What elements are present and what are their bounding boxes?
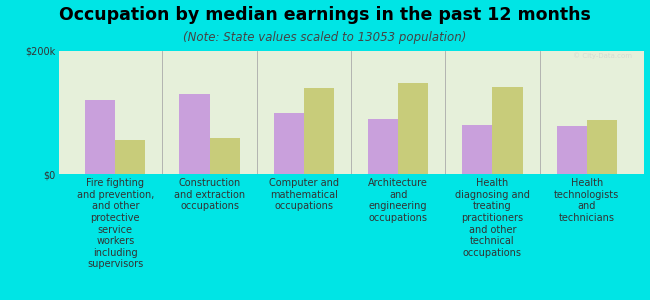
Bar [556,126,587,174]
Bar [179,94,209,174]
Bar [115,140,146,174]
Text: © City-Data.com: © City-Data.com [573,52,632,59]
Text: (Note: State values scaled to 13053 population): (Note: State values scaled to 13053 popu… [183,32,467,44]
Text: Occupation by median earnings in the past 12 months: Occupation by median earnings in the pas… [59,6,591,24]
Bar [368,118,398,174]
Bar [274,112,304,174]
Bar [209,138,240,174]
Bar [587,120,617,174]
Bar [85,100,115,174]
Bar [462,125,493,174]
Bar [398,83,428,174]
Bar [304,88,334,174]
Bar [493,87,523,174]
